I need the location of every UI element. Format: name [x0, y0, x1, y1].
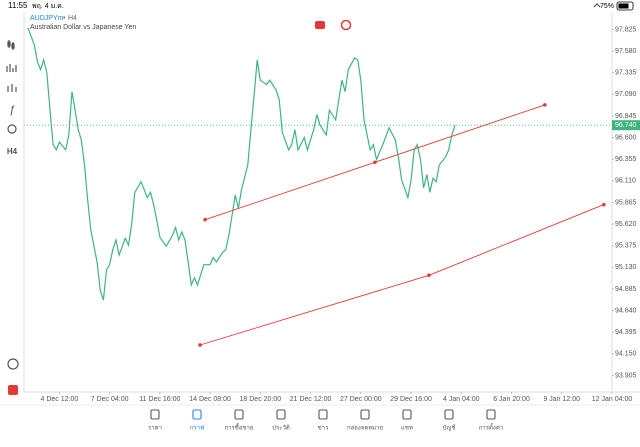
nav-icon[interactable]: [486, 409, 496, 420]
symbol-description: Australian Dollar vs Japanese Yen: [30, 24, 136, 31]
nav-icon[interactable]: [318, 409, 328, 420]
y-tick-label: 96.845: [615, 113, 637, 120]
y-tick-label: 93.905: [615, 372, 637, 379]
nav-label[interactable]: แชท: [401, 425, 413, 432]
nav-icon[interactable]: [444, 409, 454, 420]
one-click-trading-button[interactable]: [8, 385, 18, 395]
price-line: [27, 27, 456, 301]
chart-type-button[interactable]: [7, 40, 15, 50]
trend-anchor[interactable]: [373, 160, 377, 165]
x-tick-label: 6 Jan 20:00: [493, 396, 530, 403]
y-tick-label: 97.335: [615, 70, 637, 77]
separator: •: [63, 15, 66, 22]
buy-button[interactable]: [340, 19, 352, 31]
status-battery: 75%: [600, 3, 614, 10]
nav-icon[interactable]: [276, 409, 286, 420]
status-date: พฤ. 4 ม.ค.: [32, 3, 64, 10]
timeframe: H4: [68, 15, 77, 22]
bottom-nav: ราคา กราฟ การซื้อขาย ประวัติ ข่าว กล่องจดหมาย…: [148, 409, 503, 432]
symbol: AUDJPYm: [30, 15, 64, 22]
x-tick-label: 29 Dec 16:00: [390, 396, 432, 403]
nav-label[interactable]: กราฟ: [190, 425, 204, 432]
x-tick-label: 11 Dec 16:00: [139, 396, 180, 403]
y-tick-label: 94.150: [615, 351, 637, 358]
y-tick-label: 97.580: [615, 48, 637, 55]
nav-label[interactable]: ราคา: [148, 425, 162, 432]
nav-label[interactable]: การตั้งค่า: [479, 422, 503, 432]
toolbar: ƒ H4: [6, 40, 19, 395]
status-time: 11:55: [8, 1, 28, 10]
y-tick-label: 95.865: [615, 199, 637, 206]
nav-label[interactable]: บัญชี: [443, 424, 456, 432]
nav-icon[interactable]: [150, 409, 160, 420]
battery-icon: [616, 1, 634, 11]
x-tick-label: 18 Dec 20:00: [240, 396, 282, 403]
signal-button[interactable]: [7, 358, 19, 370]
x-tick-label: 27 Dec 00:00: [340, 396, 382, 403]
y-tick-label: 95.375: [615, 243, 637, 250]
x-tick-label: 4 Dec 12:00: [41, 396, 79, 403]
x-tick-label: 21 Dec 12:00: [290, 396, 332, 403]
y-tick-label: 95.620: [615, 221, 637, 228]
crosshair-button[interactable]: [7, 124, 17, 134]
y-tick-label: 95.130: [615, 264, 637, 271]
y-tick-label: 96.110: [615, 178, 636, 185]
x-tick-label: 4 Jan 04:00: [443, 396, 480, 403]
trend-anchor[interactable]: [198, 343, 202, 347]
current-price-box: [612, 120, 640, 131]
trend-anchor[interactable]: [543, 103, 547, 107]
y-tick-label: 94.640: [615, 307, 637, 314]
sell-button[interactable]: [315, 21, 325, 29]
wifi-icon: [593, 3, 601, 8]
x-tick-label: 12 Jan 04:00: [592, 396, 633, 403]
nav-label[interactable]: กล่องจดหมาย: [347, 425, 383, 432]
timeframe-button[interactable]: H4: [7, 147, 18, 156]
y-tick-label: 96.600: [615, 134, 637, 141]
y-tick-label: 94.885: [615, 286, 637, 293]
nav-label[interactable]: ประวัติ: [272, 425, 290, 432]
function-button[interactable]: ƒ: [9, 104, 15, 116]
y-tick-label: 97.090: [615, 91, 637, 98]
current-price-label: 96.740: [615, 122, 637, 129]
plot: 97.825 97.580 97.335 97.090 96.845 96.600 96.3…: [24, 26, 640, 403]
battery-level: [618, 3, 629, 9]
x-tick-label: 9 Jan 12:00: [543, 396, 580, 403]
nav-label[interactable]: ข่าว: [318, 425, 329, 432]
indicators-button[interactable]: [6, 64, 17, 72]
trend-anchor[interactable]: [203, 217, 207, 222]
nav-label[interactable]: การซื้อขาย: [225, 422, 254, 432]
objects-button[interactable]: [7, 84, 17, 92]
nav-icon[interactable]: [360, 409, 370, 420]
nav-icon[interactable]: [234, 409, 244, 420]
x-tick-label: 7 Dec 04:00: [91, 396, 129, 403]
trend-anchor[interactable]: [427, 273, 431, 278]
y-tick-label: 97.825: [615, 26, 637, 33]
nav-icon[interactable]: [402, 409, 412, 420]
nav-icon[interactable]: [192, 409, 202, 420]
y-tick-label: 94.395: [615, 329, 637, 336]
trend-anchor[interactable]: [602, 202, 606, 207]
x-tick-label: 14 Dec 08:00: [189, 396, 231, 403]
y-tick-label: 96.355: [615, 156, 637, 163]
